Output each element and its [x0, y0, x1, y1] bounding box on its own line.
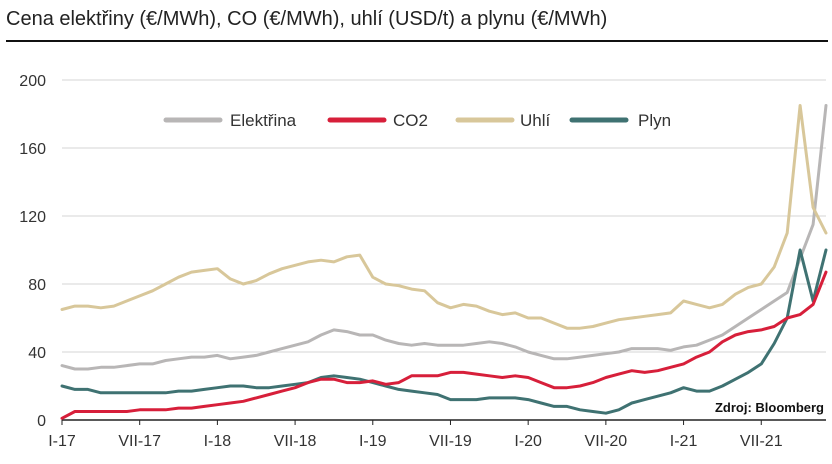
series-line-co2	[60, 270, 828, 420]
gridlines	[62, 79, 826, 421]
x-axis-ticks: I-17 VII-17 I-18 VII-18 I-19 VII-19 I-20 VII-20…	[48, 420, 783, 450]
x-tick-label: VII-18	[274, 433, 317, 450]
legend: Elektřina CO2 Uhlí Plyn	[163, 111, 671, 130]
title-rule	[6, 40, 828, 42]
x-tick-label: I-17	[48, 433, 76, 450]
x-tick-label: VII-20	[585, 433, 628, 450]
x-tick-label: VII-17	[118, 433, 161, 450]
legend-label-uhlí: Uhlí	[520, 111, 551, 130]
x-tick-label: I-18	[204, 433, 232, 450]
x-tick-label: I-19	[359, 433, 387, 450]
y-tick-label: 120	[19, 209, 46, 226]
y-tick-label: 160	[19, 141, 46, 158]
y-tick-label: 200	[19, 73, 46, 90]
series-line-elektřina	[60, 104, 828, 371]
y-axis-ticks: 0 40 80 120 160 200	[19, 73, 46, 430]
x-tick-label: VII-19	[429, 433, 472, 450]
y-tick-label: 80	[28, 277, 46, 294]
x-tick-label: I-20	[514, 433, 542, 450]
series-line-uhlí	[60, 104, 828, 330]
source-note: Zdroj: Bloomberg	[715, 400, 824, 415]
series-line-plyn	[60, 248, 828, 415]
chart-title: Cena elektřiny (€/MWh), CO (€/MWh), uhlí…	[6, 8, 608, 30]
x-tick-label: I-21	[670, 433, 698, 450]
y-tick-label: 0	[37, 413, 46, 430]
legend-label-plyn: Plyn	[638, 111, 671, 130]
legend-label-elektřina: Elektřina	[230, 111, 297, 130]
y-tick-label: 40	[28, 345, 46, 362]
x-tick-label: VII-21	[740, 433, 783, 450]
series-lines	[60, 104, 828, 420]
legend-label-co2: CO2	[393, 111, 428, 130]
